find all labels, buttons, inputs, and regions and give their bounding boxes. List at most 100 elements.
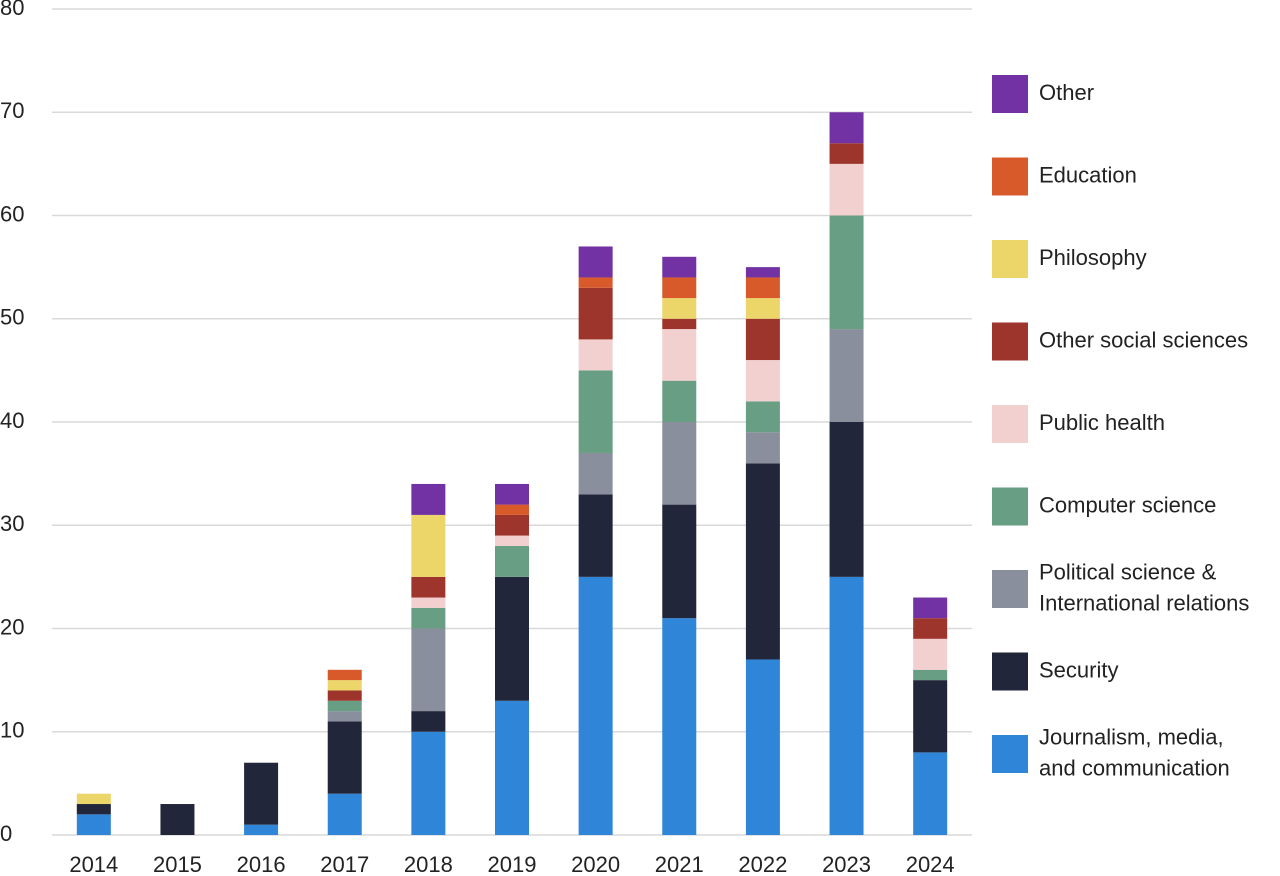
y-tick-label: 50 — [0, 305, 24, 330]
bar-segment — [327, 793, 362, 835]
bar-segment — [327, 721, 362, 794]
bar-segment — [662, 504, 697, 619]
bar-segment — [913, 752, 948, 835]
y-tick-label: 0 — [0, 821, 12, 846]
legend-label: Other — [1039, 80, 1094, 105]
bar-segment — [745, 298, 780, 319]
legend-label: Political science & International relatio… — [1039, 559, 1249, 615]
legend-swatch — [992, 75, 1028, 113]
x-tick-label: 2017 — [320, 852, 369, 876]
x-tick-label: 2021 — [655, 852, 704, 876]
y-tick-label: 30 — [0, 511, 24, 536]
bar-segment — [829, 112, 864, 144]
bar-segment — [495, 700, 529, 835]
bar-segment — [76, 793, 111, 805]
y-tick-label: 80 — [0, 0, 24, 20]
y-tick-label: 10 — [0, 718, 24, 743]
legend-label: Computer science — [1039, 492, 1216, 517]
bar-segment — [578, 576, 613, 835]
legend-swatch — [992, 405, 1028, 443]
bar-segment — [160, 804, 195, 835]
bar-segment — [745, 318, 780, 361]
bar-segment — [411, 607, 446, 629]
bar-segment — [662, 318, 697, 330]
bar-segment — [662, 329, 697, 381]
bar-segment — [327, 669, 362, 681]
legend-label: Other social sciences — [1039, 327, 1248, 352]
bar-segment — [244, 762, 279, 825]
bar-segment — [662, 256, 697, 278]
y-tick-label: 70 — [0, 98, 24, 123]
legend-swatch — [992, 735, 1028, 773]
bar-segment — [829, 422, 864, 577]
bar-segment — [327, 690, 362, 701]
bar-segment — [327, 711, 362, 722]
bar-segment — [745, 463, 780, 660]
bar-segment — [662, 618, 697, 835]
legend-swatch — [992, 157, 1028, 196]
bar-segment — [411, 597, 446, 608]
bar-segment — [76, 804, 111, 815]
y-tick-label: 20 — [0, 614, 24, 639]
legend-swatch — [992, 487, 1028, 526]
legend-swatch — [992, 322, 1028, 361]
bar-segment — [578, 339, 613, 371]
bar-segment — [745, 360, 780, 402]
legend-swatch — [992, 652, 1028, 691]
bar-segment — [913, 669, 948, 681]
legend-swatch — [992, 570, 1028, 608]
bar-segment — [495, 545, 529, 577]
legend-swatch — [992, 240, 1028, 278]
bar-segment — [745, 401, 780, 433]
legend-label: Security — [1039, 657, 1118, 682]
x-tick-label: 2015 — [153, 852, 202, 876]
bar-segment — [495, 514, 529, 536]
bar-segment — [829, 163, 864, 216]
bar-segment — [829, 576, 864, 835]
bar-segment — [327, 680, 362, 691]
bar-segment — [829, 143, 864, 164]
bar-segment — [662, 277, 697, 299]
bar-segment — [411, 711, 446, 732]
legend-label: Public health — [1039, 410, 1165, 435]
bar-segment — [578, 494, 613, 577]
bar-segment — [913, 638, 948, 670]
bar-segment — [578, 246, 613, 278]
legend-label: Philosophy — [1039, 245, 1147, 270]
bar-segment — [327, 700, 362, 712]
bar-segment — [662, 422, 697, 505]
bar-segment — [411, 576, 446, 598]
bar-segment — [578, 287, 613, 340]
bar-segment — [913, 618, 948, 639]
bar-segment — [244, 824, 279, 835]
x-tick-label: 2016 — [237, 852, 286, 876]
bar-segment — [745, 277, 780, 299]
x-tick-label: 2014 — [69, 852, 118, 876]
legend-label: Education — [1039, 162, 1137, 187]
bar-segment — [829, 215, 864, 330]
x-tick-label: 2020 — [571, 852, 620, 876]
legend-label: Journalism, media, and communication — [1039, 724, 1230, 780]
bar-segment — [495, 576, 529, 701]
x-tick-label: 2018 — [404, 852, 453, 876]
bar-segment — [745, 267, 780, 278]
x-tick-label: 2023 — [822, 852, 871, 876]
bar-segment — [745, 432, 780, 464]
x-tick-label: 2024 — [906, 852, 955, 876]
y-tick-label: 60 — [0, 201, 24, 226]
bar-segment — [662, 380, 697, 422]
bar-segment — [745, 659, 780, 835]
bar-segment — [495, 535, 529, 546]
bar-segment — [76, 814, 111, 835]
y-tick-label: 40 — [0, 408, 24, 433]
bar-segment — [411, 514, 446, 577]
bar-segment — [662, 298, 697, 319]
x-tick-label: 2022 — [738, 852, 787, 876]
bar-segment — [495, 504, 529, 515]
bar-segment — [578, 452, 613, 495]
x-tick-label: 2019 — [488, 852, 537, 876]
bar-segment — [578, 370, 613, 453]
bar-segment — [411, 483, 446, 515]
